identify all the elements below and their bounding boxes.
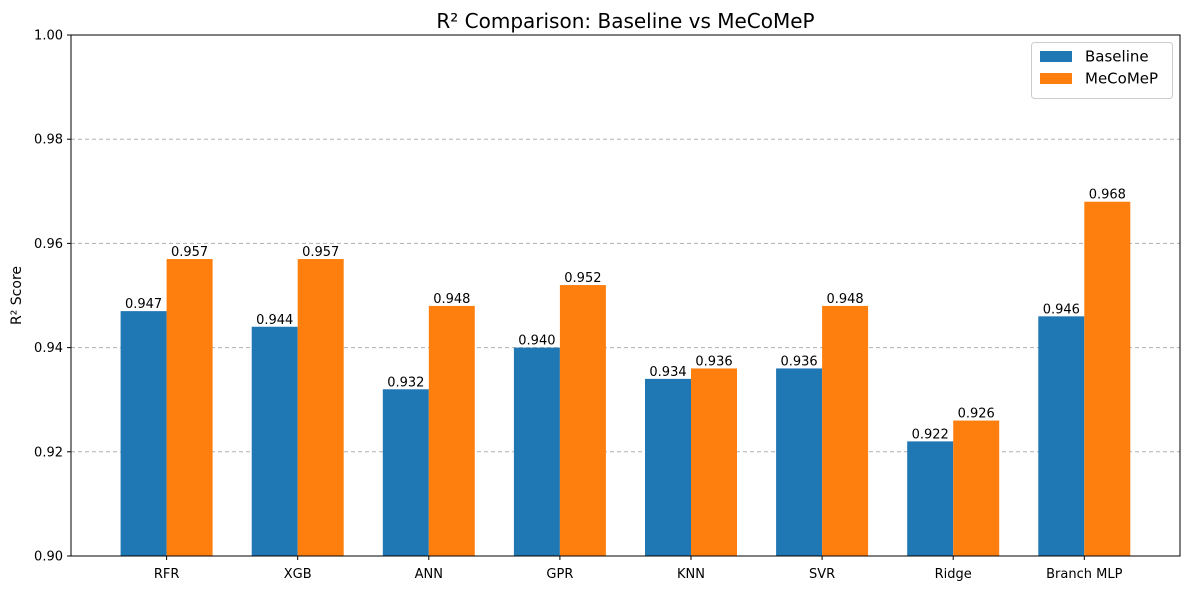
bar-value-label: 0.957 <box>171 245 208 260</box>
bar-baseline <box>907 441 954 556</box>
bar-baseline <box>1038 316 1085 556</box>
x-tick-label: Branch MLP <box>1046 567 1122 582</box>
x-tick-label: KNN <box>677 567 705 582</box>
y-tick-label: 1.00 <box>34 29 63 44</box>
bar-value-label: 0.957 <box>302 245 339 260</box>
chart-title: R² Comparison: Baseline vs MeCoMeP <box>436 9 814 33</box>
legend-swatch-baseline <box>1040 51 1072 62</box>
y-tick-label: 0.94 <box>34 341 63 356</box>
x-axis-ticks: RFR XGB ANN GPR KNN SVR Ridge Branch MLP <box>154 556 1123 582</box>
y-tick-label: 0.90 <box>34 550 63 565</box>
legend: Baseline MeCoMeP <box>1031 42 1173 99</box>
bar-value-label: 0.948 <box>433 292 470 307</box>
bar-mecomep <box>953 420 1000 556</box>
bar-baseline <box>120 311 167 556</box>
bar-value-label: 0.932 <box>387 375 424 390</box>
bar-value-label: 0.948 <box>826 292 863 307</box>
gridlines <box>71 138 1180 453</box>
bar-value-label: 0.940 <box>518 334 555 349</box>
y-tick-label: 0.92 <box>34 445 63 460</box>
x-tick-label: SVR <box>809 567 835 582</box>
bar-baseline <box>382 389 429 556</box>
bar-baseline <box>645 378 691 556</box>
bar-value-label: 0.944 <box>256 313 293 328</box>
bar-value-label: 0.934 <box>649 365 686 380</box>
x-tick-label: RFR <box>154 567 180 582</box>
bar-mecomep <box>297 259 344 556</box>
bar-mecomep <box>1084 201 1131 556</box>
bar-value-label: 0.936 <box>695 354 732 369</box>
bar-value-label: 0.968 <box>1089 188 1126 203</box>
x-tick-label: Ridge <box>935 567 972 582</box>
bar-mecomep <box>691 368 737 556</box>
bar-mecomep <box>559 285 606 556</box>
y-axis-label: R² Score <box>9 266 25 325</box>
plot-frame <box>70 34 1181 557</box>
value-labels: 0.947 0.957 0.944 0.957 0.932 0.948 0.940 0.952… <box>125 188 1126 443</box>
y-axis-ticks: 0.90 0.92 0.94 0.96 0.98 1.00 <box>34 29 71 565</box>
x-tick-label: ANN <box>415 567 443 582</box>
legend-label: Baseline <box>1085 48 1149 66</box>
bar-mecomep <box>428 305 475 556</box>
bar-baseline <box>776 368 823 556</box>
y-tick-label: 0.96 <box>34 237 63 252</box>
bar-value-label: 0.936 <box>780 354 817 369</box>
bar-value-label: 0.952 <box>564 271 601 286</box>
legend-swatch-mecomep <box>1040 73 1072 84</box>
bar-mecomep <box>822 305 869 556</box>
bar-value-label: 0.926 <box>958 407 995 422</box>
x-tick-label: GPR <box>546 567 573 582</box>
y-tick-label: 0.98 <box>34 133 63 148</box>
legend-label: MeCoMeP <box>1085 70 1158 88</box>
bar-value-label: 0.946 <box>1043 302 1080 317</box>
x-tick-label: XGB <box>284 567 312 582</box>
bar-value-label: 0.947 <box>125 297 162 312</box>
bars <box>120 201 1131 556</box>
bar-baseline <box>513 347 560 556</box>
bar-value-label: 0.922 <box>912 427 949 442</box>
bar-mecomep <box>166 259 213 556</box>
bar-baseline <box>251 326 298 556</box>
